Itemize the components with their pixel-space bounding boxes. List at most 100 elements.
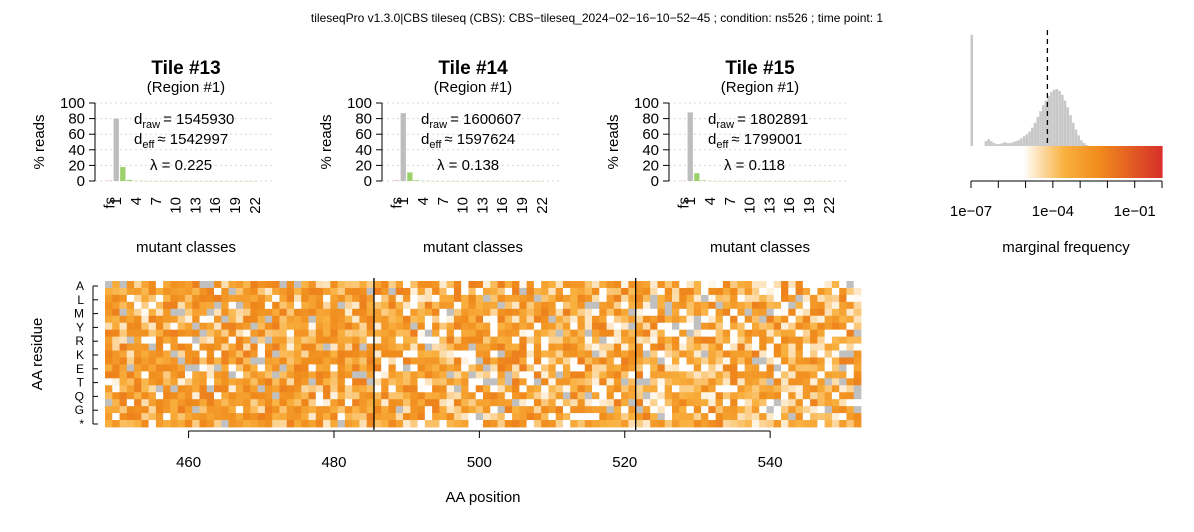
heatmap-cell (192, 287, 200, 296)
heatmap-cell (715, 399, 724, 407)
heatmap-cell (432, 371, 440, 379)
heatmap-cell (642, 301, 651, 310)
heatmap-cell (773, 308, 782, 317)
heatmap-cell (359, 329, 368, 338)
heatmap-cell (519, 371, 528, 379)
heatmap-cell (475, 287, 484, 296)
heatmap-cell (490, 308, 498, 317)
heatmap-cell (410, 420, 418, 428)
heatmap-cell (315, 385, 324, 393)
legend-swatch (1027, 146, 1032, 178)
heatmap-cell (497, 406, 506, 414)
heatmap-cell (519, 364, 528, 372)
heatmap-cell (301, 336, 309, 344)
heatmap-cell (446, 413, 455, 421)
heatmap-cell (497, 357, 506, 365)
heatmap-cell (781, 308, 789, 317)
heatmap-cell (802, 343, 811, 351)
heatmap-cell (148, 294, 157, 303)
heatmap-cell (337, 281, 346, 289)
heatmap-cell (599, 392, 607, 400)
heatmap-cell (148, 308, 157, 317)
heatmap-cell (199, 371, 208, 379)
heatmap-cell (235, 315, 244, 324)
heatmap-cell (730, 357, 738, 365)
heatmap-cell (446, 322, 455, 331)
heatmap-cell (112, 281, 120, 289)
heatmap-cell (381, 357, 389, 365)
heatmap-cell (759, 371, 767, 379)
heatmap-cell (403, 343, 411, 351)
heatmap-cell (257, 371, 266, 379)
heatmap-cell (192, 413, 200, 421)
heatmap-cell (250, 392, 259, 400)
heatmap-cell (839, 357, 847, 365)
heatmap-cell (366, 385, 375, 393)
heatmap-cell (693, 364, 702, 372)
heatmap-cell (417, 364, 426, 372)
heatmap-cell (410, 329, 418, 338)
heatmap-cell (294, 350, 302, 358)
heatmap-cell (693, 357, 702, 365)
heatmap-cell (148, 287, 157, 296)
heatmap-cell (802, 392, 811, 400)
heatmap-cell (192, 420, 200, 428)
heatmap-cell (817, 301, 826, 310)
heatmap-cell (475, 364, 484, 372)
heatmap-cell (642, 357, 651, 365)
heatmap-cell (606, 378, 615, 386)
heatmap-cell (141, 301, 150, 310)
heatmap-cell (679, 392, 687, 400)
heatmap-cell (105, 287, 113, 296)
heatmap-cell (519, 329, 528, 338)
heatmap-cell (323, 392, 331, 400)
heatmap-cell (235, 336, 244, 344)
heatmap-cell (621, 329, 629, 338)
heatmap-cell (490, 294, 498, 303)
heatmap-cell (373, 385, 382, 393)
heatmap-cell (381, 371, 389, 379)
heatmap-cell (701, 281, 709, 289)
heatmap-cell (599, 343, 607, 351)
heatmap-cell (817, 322, 826, 331)
tile-14-title: Tile #14 (438, 58, 508, 79)
heatmap-cell (693, 392, 702, 400)
legend-swatch (1150, 146, 1154, 178)
heatmap-cell (548, 406, 557, 414)
heatmap-cell (323, 315, 331, 324)
heatmap-cell (817, 392, 826, 400)
heatmap-cell (446, 364, 455, 372)
heatmap-cell (221, 315, 229, 324)
heatmap-cell (134, 343, 142, 351)
heatmap-cell (483, 399, 491, 407)
heatmap-cell (381, 392, 389, 400)
heatmap-cell (403, 357, 411, 365)
heatmap-cell (264, 399, 273, 407)
heatmap-cell (206, 322, 215, 331)
heatmap-cell (744, 413, 753, 421)
heatmap-cell (344, 378, 353, 386)
heatmap-cell (555, 406, 564, 414)
heatmap-cell (548, 392, 557, 400)
heatmap-cell (701, 350, 709, 358)
heatmap-cell (439, 392, 448, 400)
hist-bar (1036, 117, 1040, 146)
heatmap-cell (177, 315, 186, 324)
heatmap-cell (570, 343, 578, 351)
heatmap-cell (264, 315, 273, 324)
heatmap-cell (708, 357, 717, 365)
heatmap-cell (526, 287, 535, 296)
heatmap-cell (686, 371, 695, 379)
heatmap-cell (766, 329, 775, 338)
heatmap-cell (606, 281, 615, 289)
heatmap-cell (570, 287, 578, 296)
heatmap-cell (846, 378, 855, 386)
heatmap-y-label: AA residue (29, 318, 46, 391)
heatmap-cell (788, 294, 796, 303)
heatmap-cell (693, 281, 702, 289)
heatmap-cell (504, 350, 513, 358)
heatmap-cell (417, 357, 426, 365)
heatmap-cell (613, 357, 622, 365)
heatmap-cell (548, 413, 557, 421)
heatmap-cell (184, 371, 193, 379)
